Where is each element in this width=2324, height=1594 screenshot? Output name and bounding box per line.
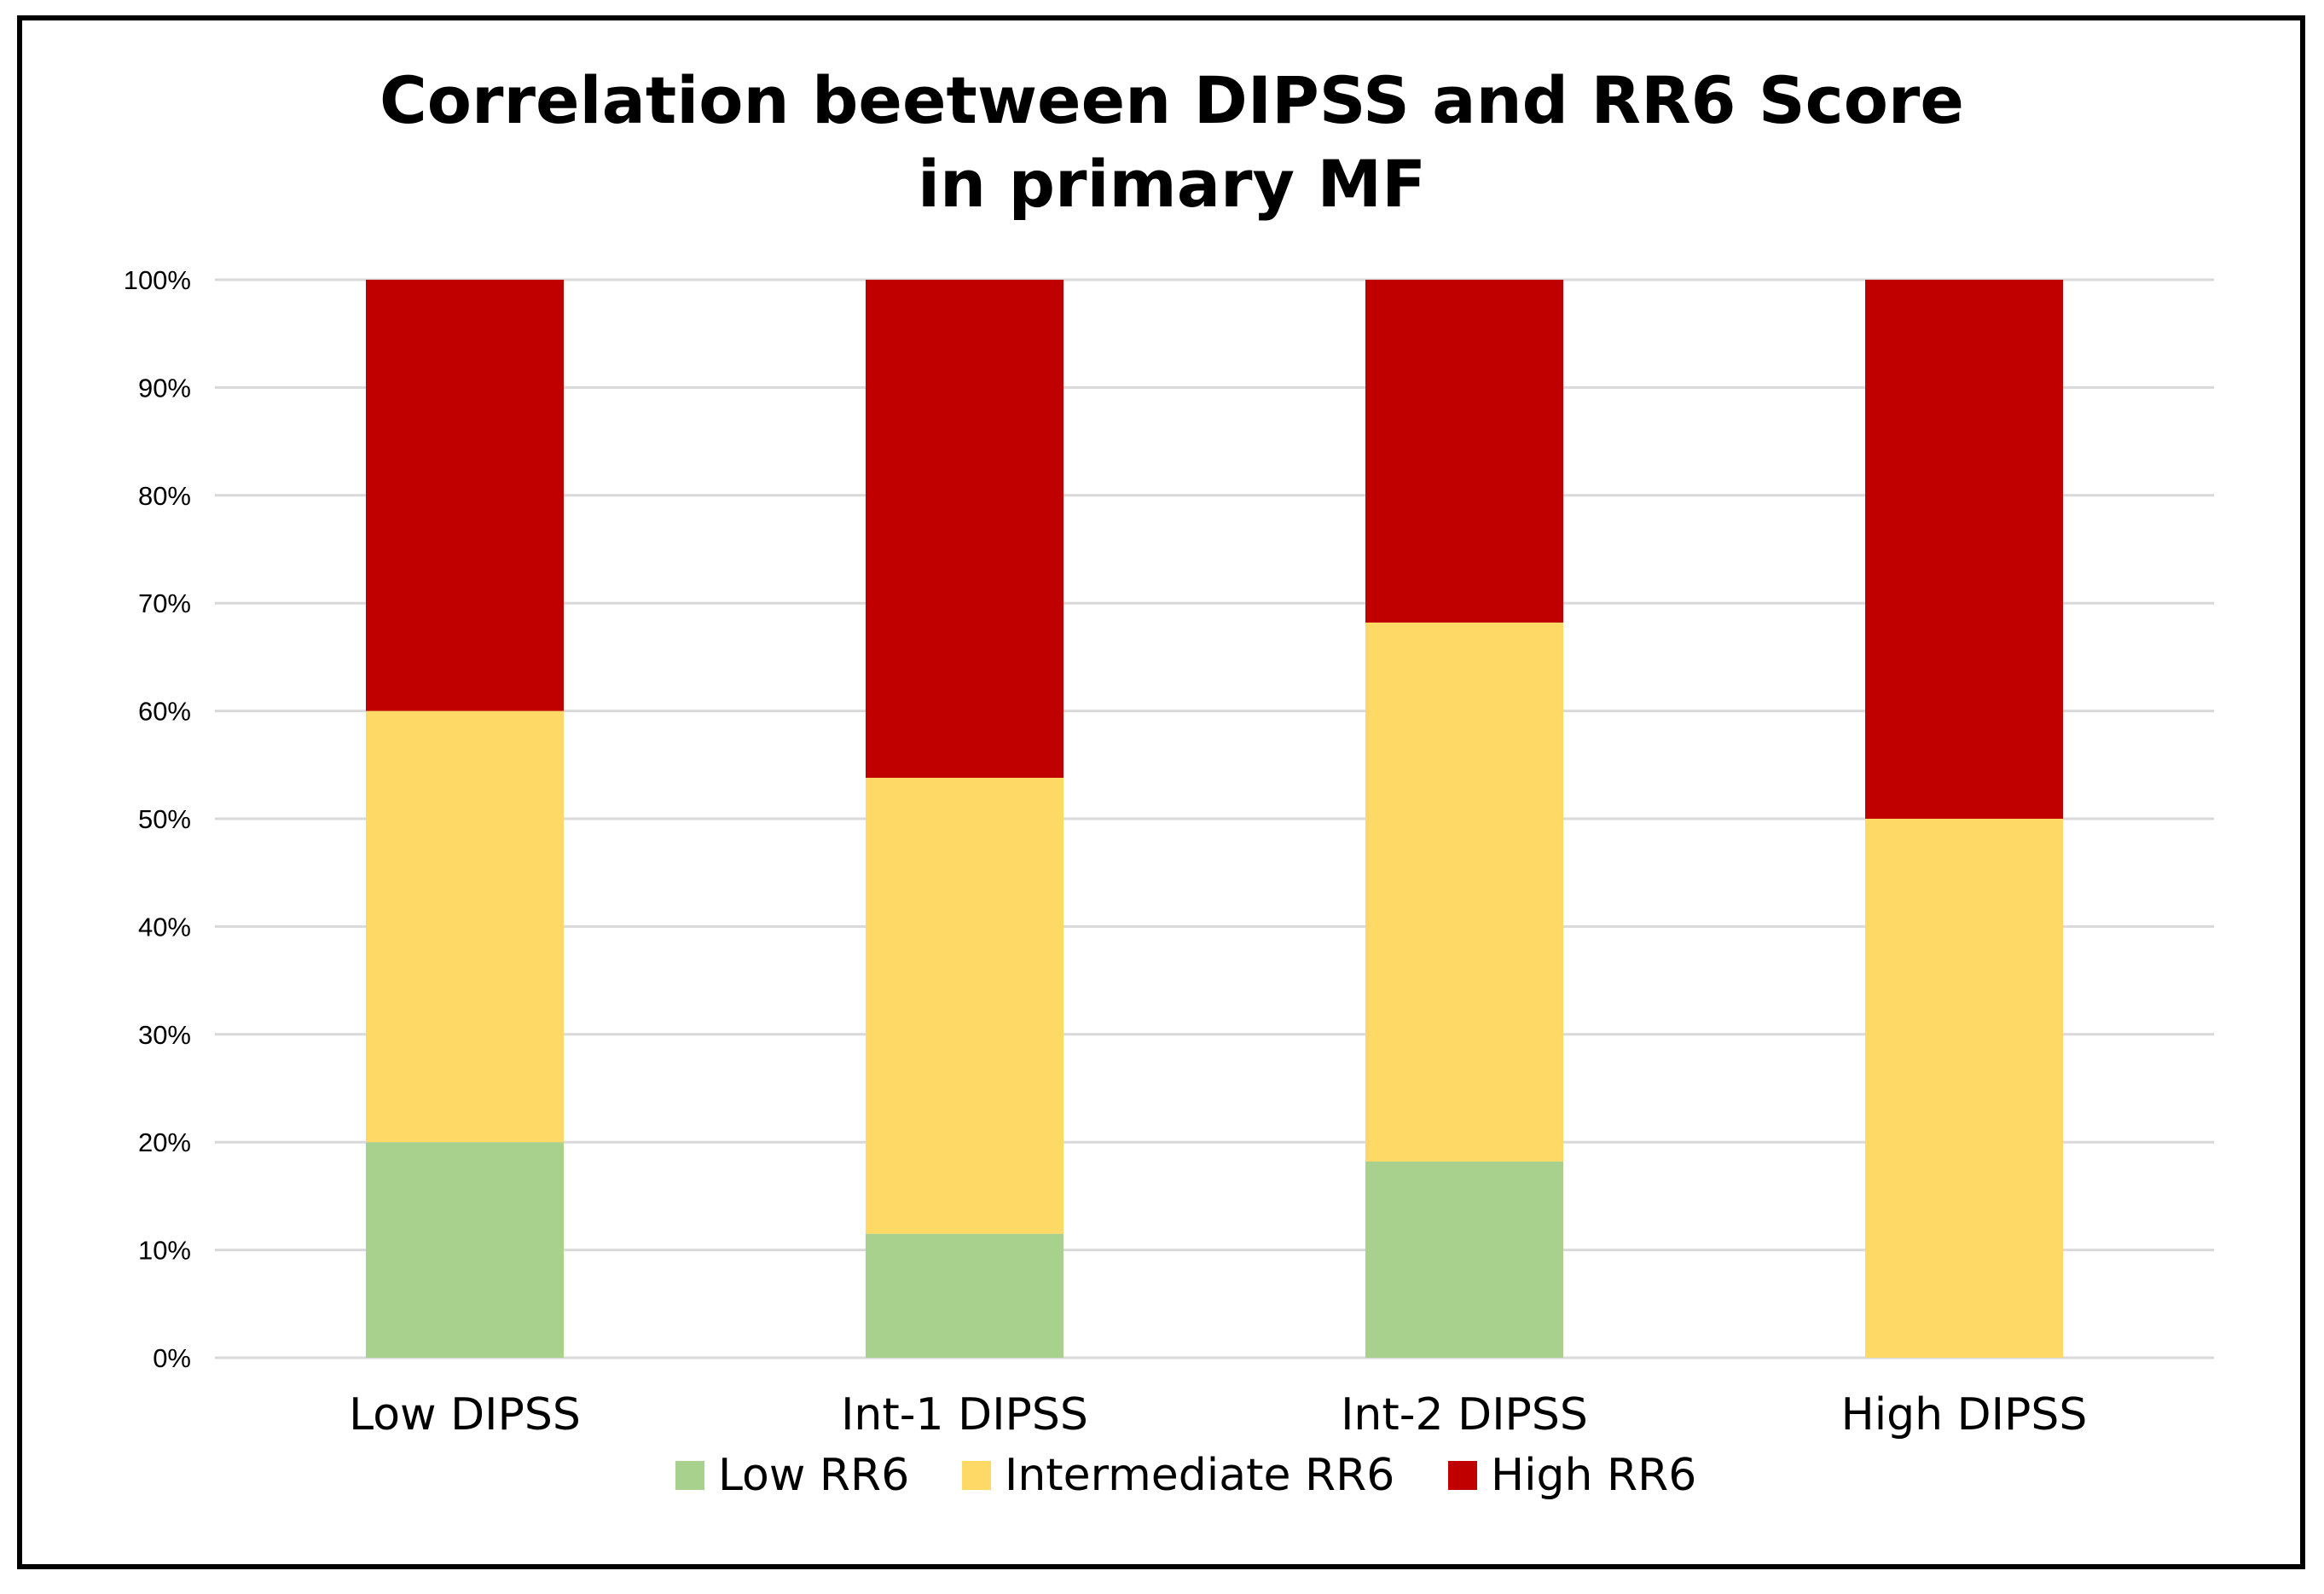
y-tick-label: 50% [138,804,191,834]
x-tick-label: Int-1 DIPSS [841,1389,1088,1440]
y-tick-label: 10% [138,1236,191,1266]
bar-low-rr6-int-1-dipss [866,1233,1063,1358]
legend-swatch [1448,1461,1477,1490]
legend-swatch [675,1461,704,1490]
y-tick-label: 100% [124,265,191,295]
legend-label: Low RR6 [718,1450,909,1501]
bar-stack-int-2-dipss [1365,280,1563,1358]
bar-intermediate-rr6-high-dipss [1865,819,2063,1358]
legend-item-intermediate-rr6: Intermediate RR6 [962,1450,1394,1501]
y-tick-label: 40% [138,912,191,942]
bars [366,280,2063,1358]
bar-stack-int-1-dipss [866,280,1063,1358]
x-tick-label: Low DIPSS [349,1389,581,1440]
legend-item-high-rr6: High RR6 [1448,1450,1696,1501]
chart-title: Correlation beetween DIPSS and RR6 Score… [380,62,1964,222]
bar-high-rr6-low-dipss [366,280,564,711]
y-tick-label: 80% [138,481,191,511]
bar-intermediate-rr6-int-2-dipss [1365,622,1563,1162]
y-tick-label: 70% [138,588,191,618]
chart-frame: Correlation beetween DIPSS and RR6 Score… [17,15,2305,1569]
legend: Low RR6 Intermediate RR6 High RR6 [675,1450,1696,1501]
x-tick-label: Int-2 DIPSS [1341,1389,1588,1440]
y-tick-label: 0% [153,1343,191,1373]
legend-label: Intermediate RR6 [1005,1450,1394,1501]
chart-title-line-1: Correlation beetween DIPSS and RR6 Score [380,62,1964,138]
bar-low-rr6-int-2-dipss [1365,1161,1563,1358]
legend-swatch [962,1461,991,1490]
legend-item-low-rr6: Low RR6 [675,1450,909,1501]
chart-title-line-2: in primary MF [918,146,1426,222]
chart: Correlation beetween DIPSS and RR6 Score… [124,62,2214,1501]
bar-stack-low-dipss [366,280,564,1358]
bar-intermediate-rr6-int-1-dipss [866,777,1063,1234]
bar-stack-high-dipss [1865,280,2063,1358]
bar-high-rr6-int-2-dipss [1365,280,1563,623]
bar-high-rr6-high-dipss [1865,280,2063,819]
legend-label: High RR6 [1491,1450,1696,1501]
y-tick-label: 30% [138,1020,191,1050]
bar-high-rr6-int-1-dipss [866,280,1063,778]
x-tick-label: High DIPSS [1841,1389,2088,1440]
bar-intermediate-rr6-low-dipss [366,710,564,1143]
y-tick-label: 20% [138,1127,191,1157]
y-tick-label: 60% [138,697,191,727]
x-axis-ticks: Low DIPSS Int-1 DIPSS Int-2 DIPSS High DIPS… [349,1389,2087,1440]
y-axis-ticks: 0% 10% 20% 30% 40% 50% 60% 70% 80% 90% 100% [124,265,191,1373]
bar-low-rr6-low-dipss [366,1142,564,1358]
y-tick-label: 90% [138,373,191,403]
